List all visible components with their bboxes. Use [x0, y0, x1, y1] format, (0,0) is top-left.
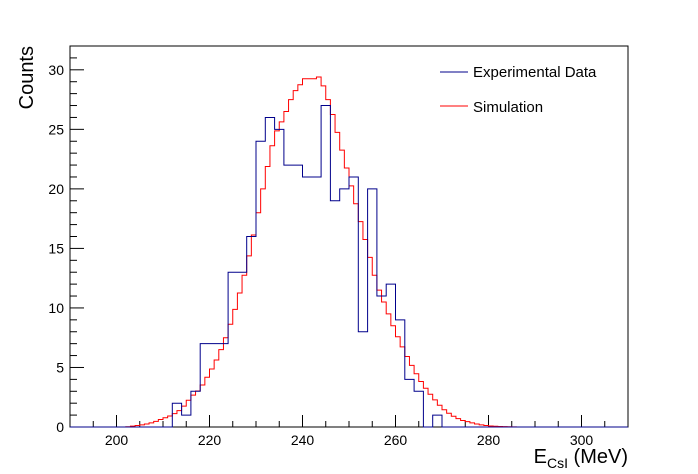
y-tick-label: 20	[48, 181, 64, 197]
y-tick-label: 30	[48, 62, 64, 78]
y-tick-label: 15	[48, 240, 64, 256]
y-tick-label: 5	[56, 359, 64, 375]
legend: Experimental Data Simulation	[440, 64, 597, 116]
x-axis-title-unit: (MeV)	[568, 446, 628, 468]
x-tick-label: 300	[570, 432, 594, 448]
x-tick-label: 220	[198, 432, 222, 448]
x-tick-label: 240	[291, 432, 315, 448]
plot-frame	[69, 45, 629, 428]
y-tick-label: 0	[56, 419, 64, 435]
x-tick-label: 280	[477, 432, 501, 448]
y-axis-title: Counts	[16, 46, 38, 109]
x-axis-title: ECsI (MeV)	[534, 446, 628, 471]
legend-label-experimental: Experimental Data	[473, 64, 597, 81]
series-line-experimental	[70, 105, 628, 428]
axis-ticks	[70, 45, 606, 428]
x-axis-title-subscript: CsI	[547, 455, 568, 471]
tick-labels: 200 220 240 260 280 300 0 5 10 15 20 25 30	[48, 62, 593, 448]
series-line-simulation	[70, 76, 628, 428]
legend-label-simulation: Simulation	[473, 99, 543, 116]
x-tick-label: 260	[384, 432, 408, 448]
x-tick-label: 200	[105, 432, 129, 448]
x-axis-title-main: E	[534, 446, 547, 468]
series-layer	[70, 76, 628, 428]
y-tick-label: 10	[48, 300, 64, 316]
y-tick-label: 25	[48, 121, 64, 137]
